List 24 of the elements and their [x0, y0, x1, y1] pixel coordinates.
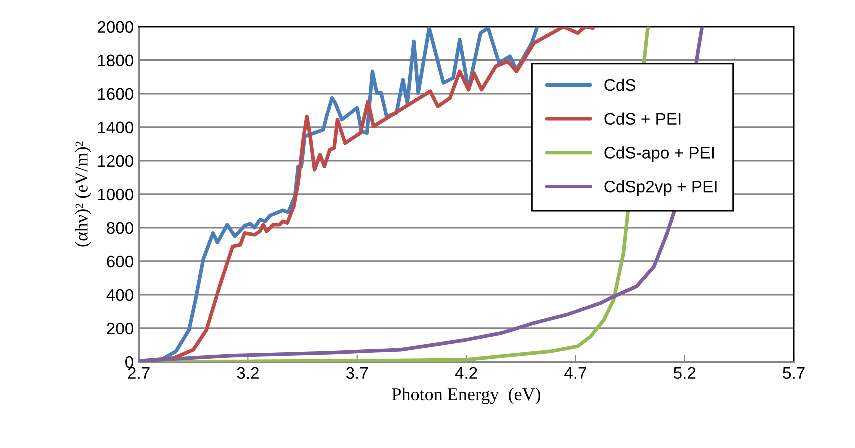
- y-tick-label: 600: [107, 256, 134, 268]
- x-tick-label: 5.7: [783, 367, 805, 380]
- y-tick-label: 1000: [98, 188, 134, 201]
- y-tick-label: 2000: [98, 21, 134, 34]
- legend-label: CdS: [604, 78, 636, 92]
- x-axis-title: Photon Energy (eV): [392, 388, 541, 404]
- x-tick-label: 2.7: [128, 367, 150, 379]
- legend-label: CdS + PEI: [604, 112, 681, 126]
- y-tick-label: 1400: [98, 122, 134, 134]
- x-tick-label: 5.2: [674, 367, 696, 380]
- y-tick-label: 800: [107, 222, 134, 234]
- x-tick-label: 4.7: [564, 367, 586, 379]
- y-tick-label: 0: [126, 356, 134, 368]
- y-tick-label: 1800: [98, 54, 134, 67]
- x-tick-label: 3.7: [346, 367, 368, 380]
- y-axis-title: (αhν)² (eV/m)²: [75, 142, 92, 247]
- x-tick-label: 4.2: [455, 367, 478, 379]
- y-tick-label: 1600: [98, 88, 134, 100]
- y-tick-label: 400: [106, 289, 134, 302]
- y-tick-label: 1200: [98, 155, 134, 168]
- legend-label: CdSp2vp + PEI: [604, 180, 717, 196]
- x-tick-label: 3.2: [237, 367, 259, 380]
- legend-label: CdS-apo + PEI: [604, 146, 714, 162]
- y-tick-label: 200: [107, 322, 134, 335]
